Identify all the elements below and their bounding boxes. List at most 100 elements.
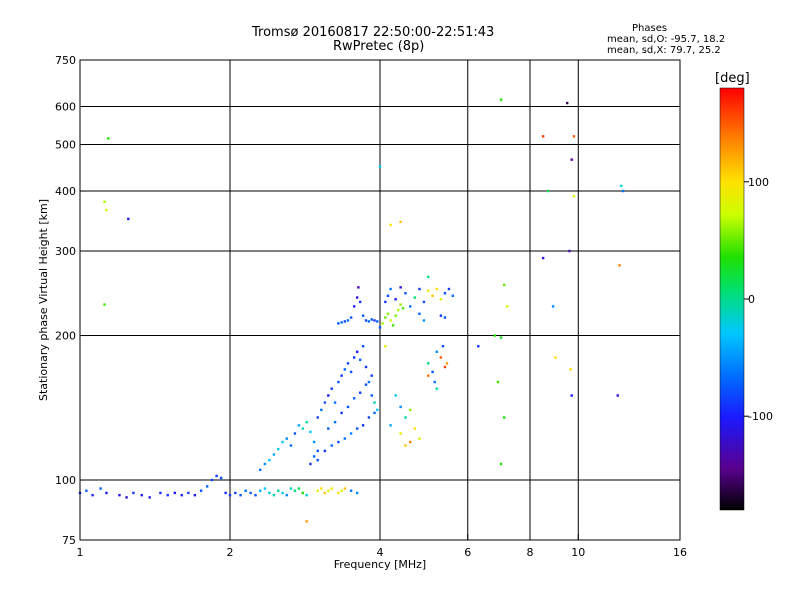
data-point: [316, 449, 319, 453]
data-point: [210, 478, 214, 482]
data-point: [148, 496, 151, 499]
data-point: [399, 405, 402, 409]
data-point: [399, 303, 402, 306]
data-point: [389, 287, 392, 291]
data-point: [496, 380, 500, 384]
data-point: [422, 319, 426, 322]
data-points: [78, 98, 625, 523]
data-point: [620, 184, 623, 188]
data-point: [373, 401, 376, 404]
data-point: [159, 491, 162, 495]
data-point: [320, 408, 323, 412]
data-point: [103, 303, 106, 306]
data-point: [570, 158, 573, 161]
data-point: [541, 135, 545, 138]
data-point: [352, 356, 356, 359]
data-point: [361, 345, 365, 348]
data-point: [205, 485, 209, 488]
colorbar-tick-label: 0: [748, 293, 755, 306]
data-point: [352, 397, 356, 400]
data-point: [443, 365, 447, 369]
data-point: [316, 489, 319, 492]
data-point: [367, 320, 371, 323]
data-point: [435, 350, 438, 353]
stats-line-x: mean, sd,X: 79.7, 25.2: [607, 45, 721, 56]
data-point: [505, 305, 509, 308]
data-point: [499, 336, 503, 339]
data-point: [249, 491, 252, 495]
data-point: [219, 476, 223, 480]
x-tick-label: 10: [571, 546, 585, 559]
data-point: [618, 264, 621, 267]
data-point: [297, 424, 301, 427]
data-point: [439, 298, 443, 301]
data-point: [349, 316, 353, 319]
data-point: [418, 312, 421, 315]
x-tick-label: 2: [227, 546, 234, 559]
data-point: [551, 305, 555, 308]
data-point: [333, 401, 337, 404]
data-point: [572, 195, 576, 198]
data-point: [355, 491, 359, 495]
data-point: [384, 300, 387, 304]
data-point: [333, 420, 337, 424]
data-point: [418, 437, 421, 440]
y-tick-label: 75: [62, 534, 76, 547]
data-point: [394, 394, 397, 397]
data-point: [621, 189, 625, 193]
data-point: [427, 362, 430, 365]
stats-line-o: mean, sd,O: -95.7, 18.2: [607, 34, 726, 45]
data-point: [401, 307, 405, 310]
data-point: [349, 489, 353, 492]
data-point: [386, 294, 390, 297]
y-tick-label: 750: [55, 54, 76, 67]
data-point: [323, 401, 327, 404]
data-point: [340, 321, 343, 324]
data-point: [127, 217, 130, 221]
data-point: [399, 286, 402, 289]
data-point: [384, 316, 387, 319]
data-point: [285, 493, 288, 497]
data-point: [254, 493, 257, 497]
data-point: [320, 487, 323, 490]
data-point: [404, 444, 407, 447]
data-point: [391, 324, 395, 327]
data-point: [309, 430, 312, 434]
data-point: [445, 362, 449, 365]
data-point: [105, 208, 108, 212]
data-point: [427, 275, 430, 279]
x-ticks: 1 2 4 6 8 10 16: [77, 534, 687, 559]
data-point: [373, 411, 376, 415]
colorbar-tick-label: -100: [748, 410, 773, 423]
data-point: [343, 368, 347, 371]
data-point: [337, 491, 340, 495]
data-point: [439, 314, 443, 317]
data-point: [493, 334, 497, 337]
data-point: [443, 292, 447, 295]
data-point: [477, 345, 480, 348]
y-tick-label: 600: [55, 101, 76, 114]
data-point: [337, 322, 340, 325]
data-point: [451, 294, 455, 297]
data-point: [441, 345, 445, 348]
data-point: [263, 462, 267, 466]
data-point: [413, 296, 417, 299]
data-point: [358, 358, 362, 362]
data-point: [370, 374, 373, 377]
data-point: [312, 455, 316, 458]
data-point: [394, 298, 397, 301]
data-point: [413, 427, 417, 430]
chart-title-line1: Tromsø 20160817 22:50:00-22:51:43: [252, 25, 495, 40]
data-point: [316, 416, 319, 419]
data-point: [568, 249, 571, 253]
data-point: [263, 487, 267, 490]
data-point: [193, 493, 197, 497]
data-point: [394, 314, 397, 317]
y-tick-label: 300: [55, 245, 76, 258]
data-point: [103, 200, 106, 203]
data-point: [447, 287, 451, 291]
data-point: [293, 432, 297, 435]
x-axis-label: Frequency [MHz]: [334, 558, 426, 571]
data-point: [234, 491, 237, 495]
